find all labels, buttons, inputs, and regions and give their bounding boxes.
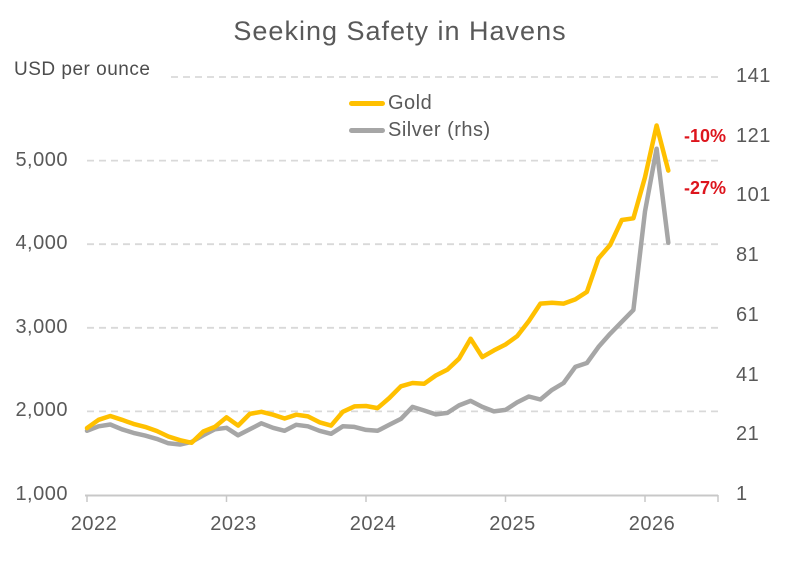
legend-item-silver: Silver (rhs) (349, 119, 491, 141)
legend-label-silver: Silver (rhs) (388, 118, 491, 141)
gold-line-swatch (349, 100, 385, 106)
right-axis-tick-label: 1 (736, 483, 748, 505)
right-axis-tick-label: 101 (736, 184, 771, 207)
right-axis-tick-label: 41 (736, 363, 760, 386)
right-axis-tick-label: 121 (736, 124, 771, 147)
x-axis-tick-label: 2026 (628, 513, 676, 535)
left-axis-tick-label: 2,000 (15, 399, 68, 422)
legend-label-gold: Gold (388, 91, 433, 114)
gold-drop-annotation: -10% (683, 126, 727, 146)
right-axis-tick-label: 141 (736, 65, 771, 87)
left-axis-tick-label: 4,000 (15, 232, 68, 255)
silver-drop-annotation: -27% (683, 178, 727, 198)
legend: Gold Silver (rhs) (349, 92, 491, 141)
right-axis-tick-label: 21 (736, 423, 760, 446)
right-axis-tick-label: 61 (736, 303, 760, 326)
right-axis-tick-label: 81 (736, 244, 760, 267)
left-axis-tick-label: 1,000 (15, 483, 68, 505)
left-axis-tick-label: 5,000 (15, 148, 68, 171)
legend-item-gold: Gold (349, 92, 491, 114)
x-axis-tick-label: 2025 (489, 513, 536, 535)
gold-line (84, 123, 671, 446)
left-axis-tick-label: 3,000 (15, 315, 68, 338)
silver-line-swatch (349, 127, 385, 133)
x-axis-tick-label: 2023 (210, 513, 257, 535)
x-axis-tick-label: 2024 (349, 513, 397, 535)
y-axis-unit-label: USD per ounce (14, 59, 151, 80)
silver-line (84, 146, 671, 447)
chart-title: Seeking Safety in Havens (233, 16, 567, 46)
x-axis-tick-label: 2022 (70, 513, 118, 535)
